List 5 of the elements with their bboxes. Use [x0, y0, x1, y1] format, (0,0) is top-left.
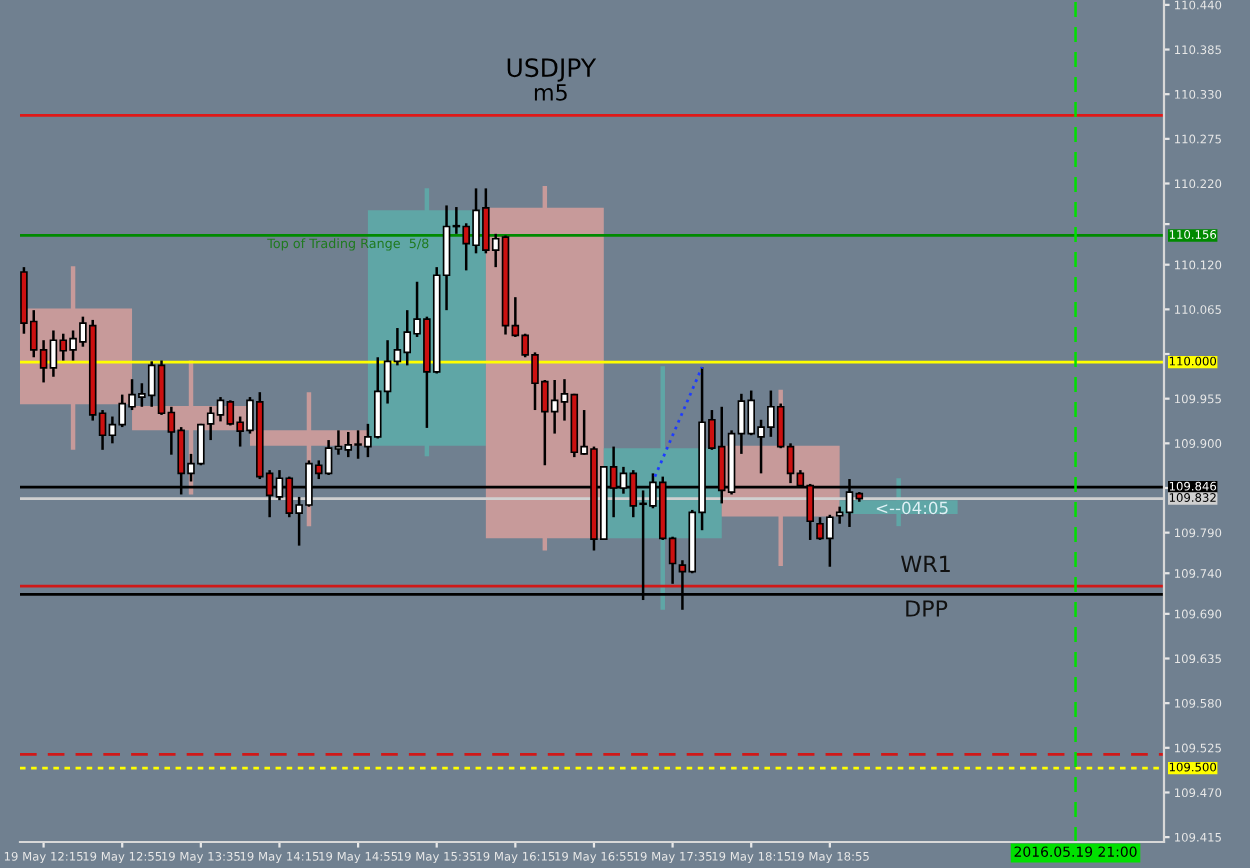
annotation: DPP: [906, 600, 948, 617]
text: USDJPY: [507, 58, 597, 82]
annotation: WR1: [901, 555, 950, 572]
text: m5: [534, 84, 567, 101]
annotation: <--04:05: [876, 501, 948, 515]
